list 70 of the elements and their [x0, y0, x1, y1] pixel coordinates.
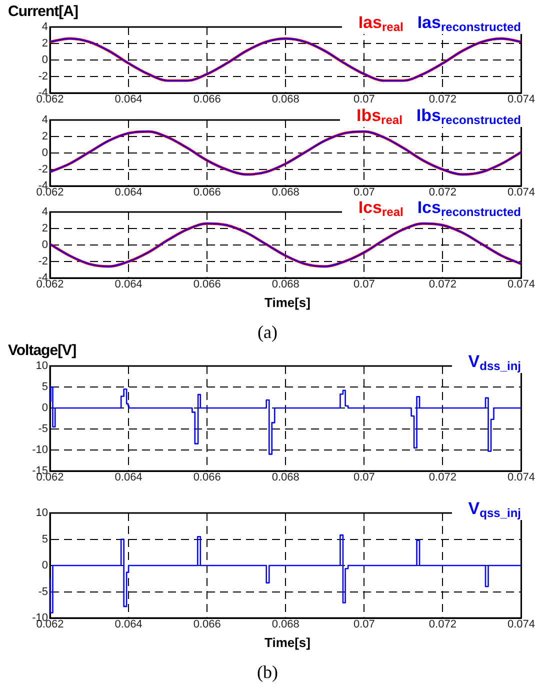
x-tick-label: 0.064	[114, 94, 142, 106]
y-tick-label: 2	[42, 38, 48, 50]
x-tick-label: 0.07	[353, 186, 375, 198]
x-tick-label: 0.066	[193, 278, 221, 291]
y-tick-label: 0	[42, 402, 48, 414]
x-tick-label: 0.072	[428, 186, 456, 198]
y-tick-label: 0	[42, 239, 48, 252]
y-tick-label: 2	[42, 130, 48, 142]
x-tick-label: 0.062	[36, 94, 64, 106]
x-tick-label: 0.074	[507, 472, 535, 484]
x-tick-label: 0.062	[36, 472, 64, 484]
x-tick-label: 0.066	[193, 618, 221, 630]
y-axis-title: Voltage[V]	[8, 342, 76, 359]
x-tick-label: 0.066	[193, 472, 221, 484]
x-tick-label: 0.074	[507, 186, 535, 198]
series-label: V$_{dss_inj}$	[468, 352, 521, 373]
x-tick-label: 0.062	[36, 186, 64, 198]
y-tick-label: 4	[42, 114, 48, 126]
x-tick-label: 0.07	[353, 278, 375, 291]
text: (b)	[256, 662, 279, 682]
x-tick-label: 0.068	[272, 472, 300, 484]
series-label: Ibs$_{reconstructed}$	[416, 106, 521, 126]
y-tick-label: 0	[42, 54, 48, 66]
x-tick-label: 0.068	[272, 278, 300, 291]
x-tick-label: 0.064	[114, 186, 142, 198]
y-axis-title: Current[A]	[8, 3, 78, 20]
x-tick-label: 0.066	[193, 186, 221, 198]
text: (a)	[256, 322, 278, 343]
series-label: Ias$_{real}$	[358, 13, 404, 34]
x-tick-label: 0.064	[114, 472, 142, 484]
x-tick-label: 0.072	[428, 472, 456, 484]
x-tick-label: 0.064	[114, 618, 142, 630]
x-tick-label: 0.07	[353, 94, 375, 106]
x-tick-label: 0.068	[272, 618, 300, 630]
y-tick-label: 10	[36, 360, 48, 372]
x-tick-label: 0.07	[353, 618, 375, 630]
y-tick-label: 5	[42, 532, 48, 545]
y-tick-label: -10	[32, 444, 48, 456]
y-tick-label: 10	[36, 506, 48, 519]
x-tick-label: 0.064	[114, 278, 142, 291]
x-tick-label: 0.062	[36, 618, 64, 630]
y-tick-label: 0	[42, 146, 48, 159]
x-tick-label: 0.072	[428, 618, 456, 630]
text: V$_{qss_inj}$	[468, 498, 521, 520]
x-tick-label: 0.07	[353, 472, 375, 484]
x-tick-label: 0.072	[428, 94, 456, 106]
x-axis-title: Time[s]	[264, 295, 312, 310]
y-tick-label: 4	[42, 206, 48, 218]
x-tick-label: 0.072	[428, 278, 456, 291]
series-label: Ibs$_{real}$	[356, 106, 402, 126]
x-tick-label: 0.068	[272, 186, 300, 198]
x-tick-label: 0.074	[507, 618, 535, 630]
y-tick-label: 0	[42, 559, 48, 572]
x-tick-label: 0.066	[193, 94, 221, 106]
x-tick-label: 0.074	[507, 278, 535, 291]
y-tick-label: -5	[38, 585, 48, 598]
y-tick-label: 5	[42, 381, 48, 394]
y-tick-label: 2	[42, 222, 48, 235]
x-tick-label: 0.068	[272, 94, 300, 106]
series-label: Ics$_{reconstructed}$	[417, 198, 521, 219]
y-tick-label: -5	[38, 423, 48, 436]
y-tick-label: -2	[38, 163, 48, 176]
y-tick-label: -2	[38, 256, 48, 268]
y-tick-label: -2	[38, 70, 48, 83]
x-tick-label: 0.062	[36, 278, 64, 291]
y-tick-label: 4	[42, 21, 48, 34]
x-tick-label: 0.074	[507, 94, 535, 106]
series-label: Ias$_{reconstructed}$	[417, 13, 521, 34]
x-axis-title: Time[s]	[264, 634, 312, 650]
series-label: Ics$_{real}$	[358, 198, 404, 219]
